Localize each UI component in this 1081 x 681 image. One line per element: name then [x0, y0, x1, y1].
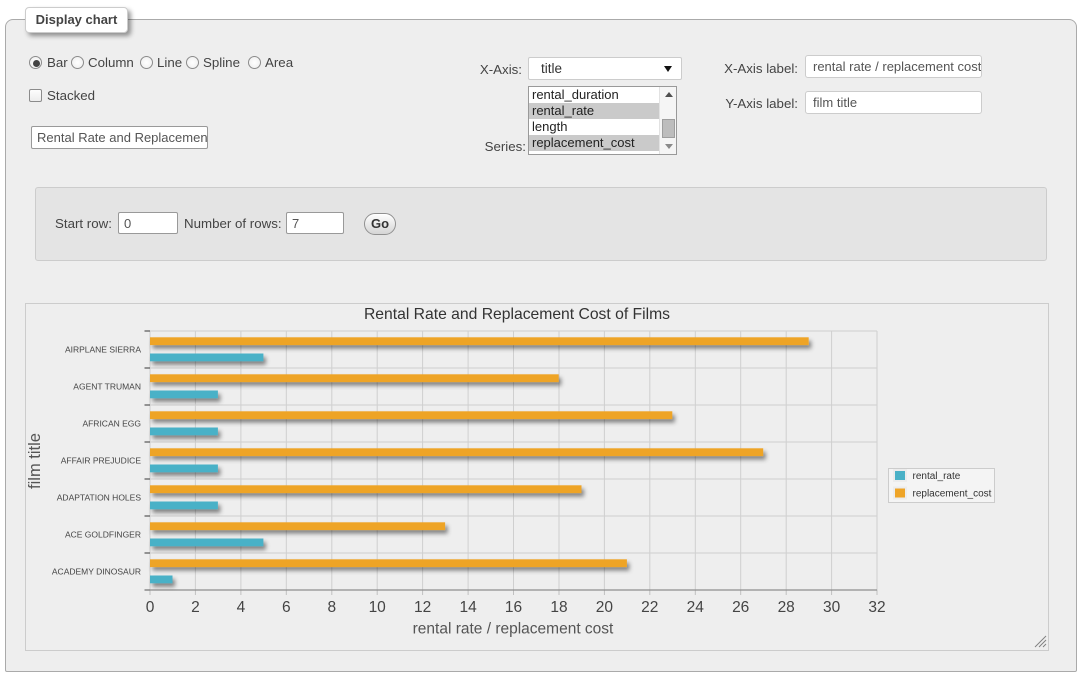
svg-text:Rental Rate and Replacement Co: Rental Rate and Replacement Cost of Film… — [364, 306, 670, 323]
svg-text:rental rate / replacement cost: rental rate / replacement cost — [413, 621, 614, 638]
svg-text:AIRPLANE SIERRA: AIRPLANE SIERRA — [65, 345, 141, 355]
svg-text:6: 6 — [282, 599, 291, 616]
svg-text:rental_rate: rental_rate — [913, 471, 961, 482]
svg-text:12: 12 — [414, 599, 431, 616]
svg-text:2: 2 — [191, 599, 200, 616]
svg-text:film title: film title — [26, 433, 44, 489]
svg-text:24: 24 — [687, 599, 705, 616]
svg-text:replacement_cost: replacement_cost — [913, 489, 992, 500]
svg-text:AGENT TRUMAN: AGENT TRUMAN — [73, 382, 141, 392]
svg-text:20: 20 — [596, 599, 614, 616]
svg-text:ADAPTATION HOLES: ADAPTATION HOLES — [57, 493, 142, 503]
svg-text:4: 4 — [237, 599, 246, 616]
svg-text:28: 28 — [778, 599, 795, 616]
svg-text:8: 8 — [327, 599, 336, 616]
svg-text:30: 30 — [823, 599, 841, 616]
svg-text:10: 10 — [369, 599, 387, 616]
svg-text:AFRICAN EGG: AFRICAN EGG — [82, 419, 141, 429]
svg-text:AFFAIR PREJUDICE: AFFAIR PREJUDICE — [61, 456, 142, 466]
svg-text:18: 18 — [550, 599, 567, 616]
svg-text:26: 26 — [732, 599, 749, 616]
svg-text:32: 32 — [868, 599, 885, 616]
svg-text:0: 0 — [146, 599, 155, 616]
svg-text:ACE GOLDFINGER: ACE GOLDFINGER — [65, 530, 141, 540]
svg-text:16: 16 — [505, 599, 522, 616]
svg-text:14: 14 — [459, 599, 477, 616]
svg-text:22: 22 — [641, 599, 658, 616]
svg-text:ACADEMY DINOSAUR: ACADEMY DINOSAUR — [52, 567, 141, 577]
